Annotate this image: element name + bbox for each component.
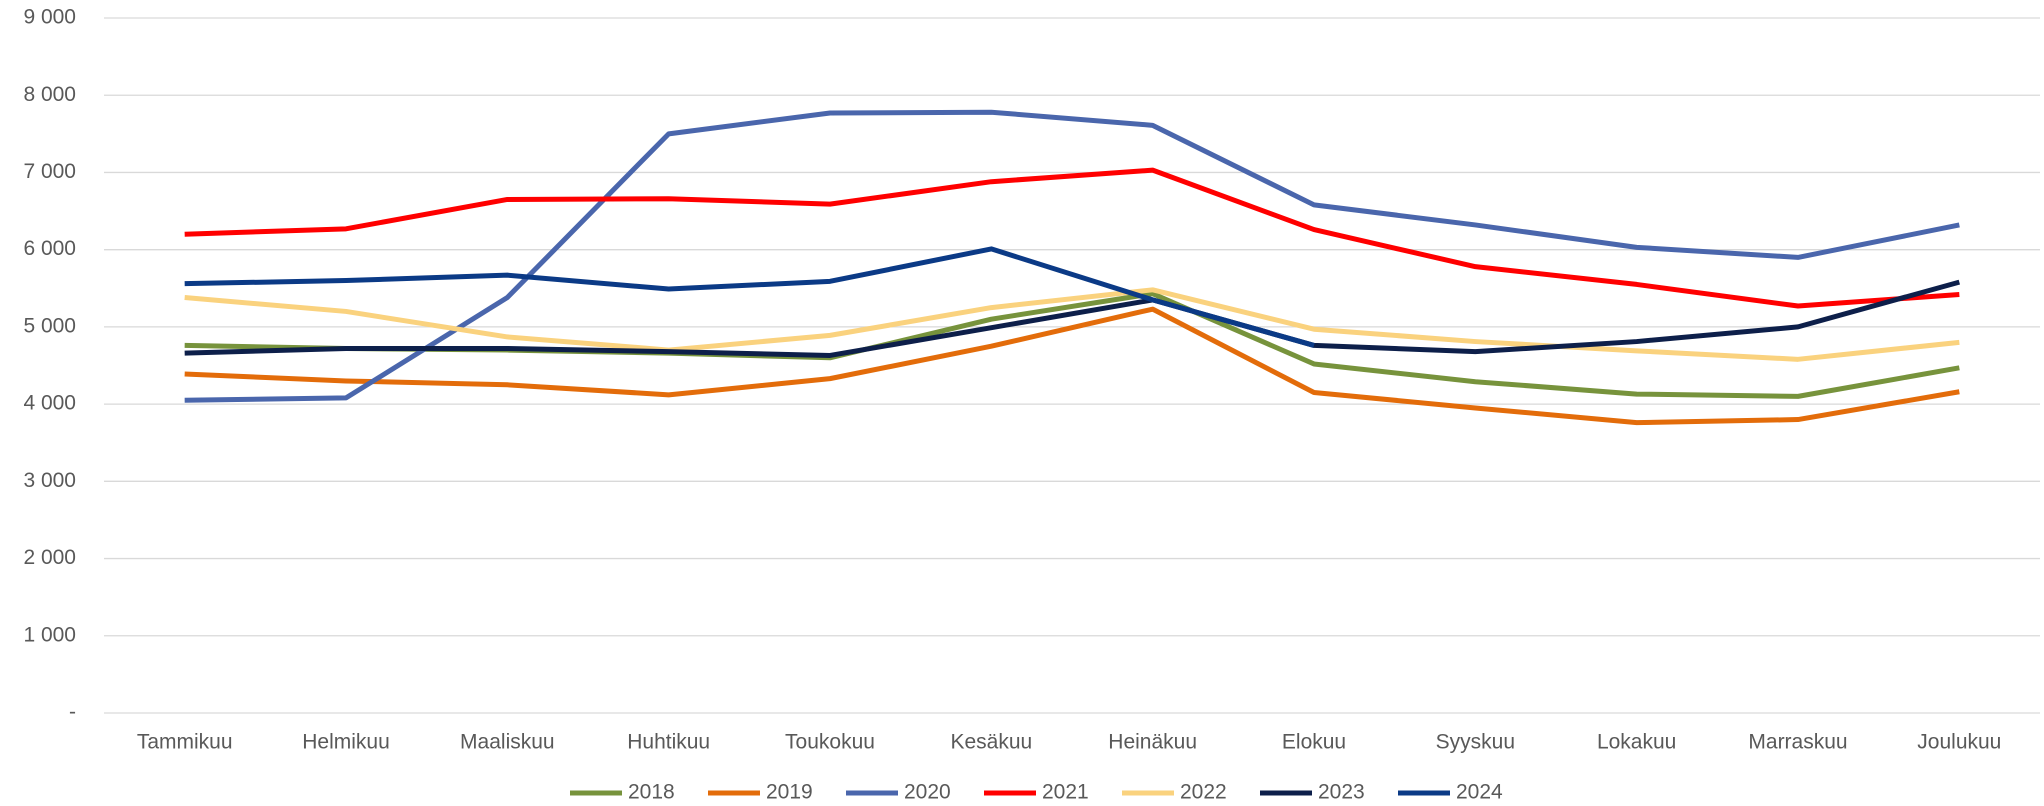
legend-label: 2022 [1180,781,1227,804]
legend-label: 2019 [766,781,813,804]
y-tick-label: 4 000 [23,392,76,415]
x-tick-label: Lokakuu [1597,731,1676,754]
x-tick-label: Maaliskuu [460,731,555,754]
series-line [184,306,1960,426]
series-line [184,287,1960,362]
y-tick-label: 7 000 [23,160,76,183]
x-tick-label: Heinäkuu [1108,731,1197,754]
y-tick-label: 8 000 [23,83,76,106]
y-tick-label: 3 000 [23,469,76,492]
x-tick-label: Syyskuu [1436,731,1515,754]
y-tick-label: 1 000 [23,623,76,646]
x-tick-label: Elokuu [1282,731,1346,754]
series-line [184,279,1960,358]
legend-label: 2024 [1456,781,1503,804]
x-tick-label: Toukokuu [785,731,875,754]
legend-label: 2020 [904,781,951,804]
x-tick-label: Joulukuu [1917,731,2001,754]
series-line [184,109,1960,403]
legend-label: 2023 [1318,781,1365,804]
x-tick-label: Huhtikuu [627,731,710,754]
x-tick-label: Tammikuu [137,731,233,754]
x-tick-label: Helmikuu [302,731,390,754]
x-tick-label: Marraskuu [1748,731,1847,754]
series-line [184,167,1960,309]
y-tick-label: 2 000 [23,546,76,569]
legend-label: 2021 [1042,781,1089,804]
x-tick-label: Kesäkuu [950,731,1032,754]
series-line [184,246,1315,348]
y-tick-label: - [69,701,76,724]
y-tick-label: 6 000 [23,237,76,260]
legend-label: 2018 [628,781,675,804]
y-tick-label: 5 000 [23,314,76,337]
y-tick-label: 9 000 [23,6,76,29]
